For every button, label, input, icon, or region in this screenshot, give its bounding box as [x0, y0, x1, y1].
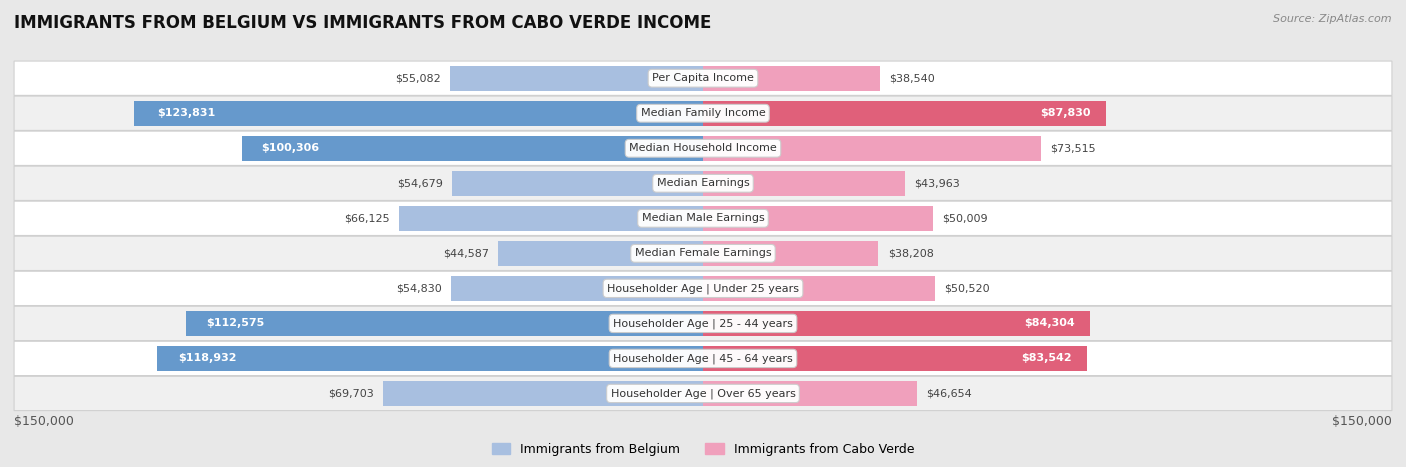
FancyBboxPatch shape: [14, 96, 1392, 130]
Bar: [703, 205, 932, 231]
Bar: [703, 101, 1107, 126]
Bar: [382, 381, 703, 406]
Text: $55,082: $55,082: [395, 73, 441, 83]
FancyBboxPatch shape: [14, 61, 1392, 95]
Bar: [703, 346, 1087, 371]
Text: Source: ZipAtlas.com: Source: ZipAtlas.com: [1274, 14, 1392, 24]
Text: $118,932: $118,932: [179, 354, 238, 363]
Bar: [703, 381, 917, 406]
Text: $83,542: $83,542: [1021, 354, 1071, 363]
Legend: Immigrants from Belgium, Immigrants from Cabo Verde: Immigrants from Belgium, Immigrants from…: [486, 438, 920, 461]
Bar: [703, 276, 935, 301]
Text: Median Earnings: Median Earnings: [657, 178, 749, 188]
Text: Householder Age | Under 25 years: Householder Age | Under 25 years: [607, 283, 799, 294]
Text: $150,000: $150,000: [1331, 415, 1392, 428]
FancyBboxPatch shape: [14, 166, 1392, 200]
Text: $73,515: $73,515: [1050, 143, 1095, 153]
Bar: [242, 135, 703, 161]
Text: $46,654: $46,654: [927, 389, 972, 398]
Text: $69,703: $69,703: [328, 389, 374, 398]
Text: $50,009: $50,009: [942, 213, 987, 223]
Bar: [156, 346, 703, 371]
FancyBboxPatch shape: [14, 376, 1392, 410]
Text: Median Household Income: Median Household Income: [628, 143, 778, 153]
Text: Median Male Earnings: Median Male Earnings: [641, 213, 765, 223]
Text: $84,304: $84,304: [1024, 318, 1074, 328]
Text: Per Capita Income: Per Capita Income: [652, 73, 754, 83]
Bar: [451, 276, 703, 301]
Bar: [703, 311, 1090, 336]
Text: $87,830: $87,830: [1040, 108, 1090, 118]
Text: $112,575: $112,575: [207, 318, 264, 328]
Text: $38,208: $38,208: [887, 248, 934, 258]
Bar: [134, 101, 703, 126]
Text: $54,830: $54,830: [396, 283, 441, 293]
Bar: [451, 170, 703, 196]
Text: $50,520: $50,520: [945, 283, 990, 293]
FancyBboxPatch shape: [14, 201, 1392, 235]
Text: Householder Age | 25 - 44 years: Householder Age | 25 - 44 years: [613, 318, 793, 329]
Text: $54,679: $54,679: [396, 178, 443, 188]
Text: $150,000: $150,000: [14, 415, 75, 428]
FancyBboxPatch shape: [14, 306, 1392, 340]
Bar: [703, 65, 880, 91]
Text: $100,306: $100,306: [260, 143, 319, 153]
Bar: [186, 311, 703, 336]
Text: $123,831: $123,831: [157, 108, 215, 118]
FancyBboxPatch shape: [14, 236, 1392, 270]
Text: IMMIGRANTS FROM BELGIUM VS IMMIGRANTS FROM CABO VERDE INCOME: IMMIGRANTS FROM BELGIUM VS IMMIGRANTS FR…: [14, 14, 711, 32]
Text: Householder Age | 45 - 64 years: Householder Age | 45 - 64 years: [613, 353, 793, 364]
Text: $43,963: $43,963: [914, 178, 960, 188]
Text: $44,587: $44,587: [443, 248, 489, 258]
Bar: [703, 170, 905, 196]
FancyBboxPatch shape: [14, 341, 1392, 375]
Text: Median Family Income: Median Family Income: [641, 108, 765, 118]
Bar: [450, 65, 703, 91]
Bar: [703, 135, 1040, 161]
FancyBboxPatch shape: [14, 131, 1392, 165]
Text: Median Female Earnings: Median Female Earnings: [634, 248, 772, 258]
Text: $66,125: $66,125: [344, 213, 389, 223]
Bar: [498, 241, 703, 266]
FancyBboxPatch shape: [14, 271, 1392, 305]
Text: Householder Age | Over 65 years: Householder Age | Over 65 years: [610, 388, 796, 399]
Text: $38,540: $38,540: [889, 73, 935, 83]
Bar: [399, 205, 703, 231]
Bar: [703, 241, 879, 266]
